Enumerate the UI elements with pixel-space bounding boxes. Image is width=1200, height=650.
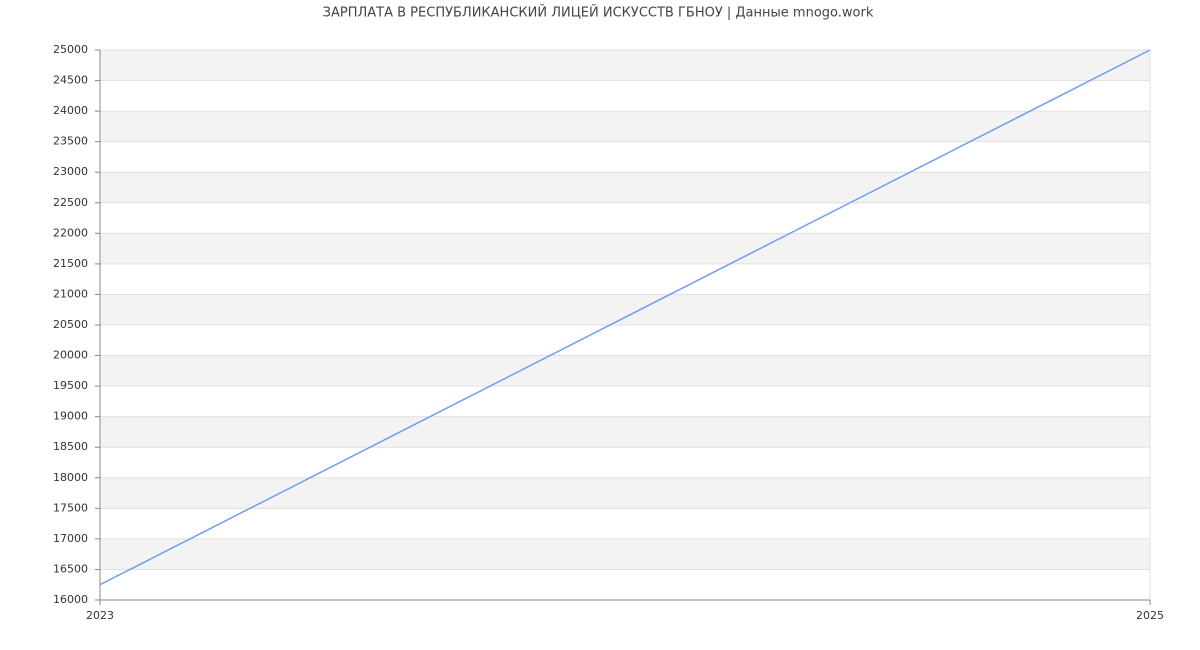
grid-band <box>100 172 1150 203</box>
y-tick-label: 19000 <box>53 410 88 423</box>
y-tick-label: 17500 <box>53 501 88 514</box>
y-tick-label: 22000 <box>53 226 88 239</box>
y-tick-label: 20500 <box>53 318 88 331</box>
y-tick-label: 21500 <box>53 257 88 270</box>
grid-band <box>100 477 1150 509</box>
y-tick-label: 18500 <box>53 440 88 453</box>
y-tick-label: 22500 <box>53 196 88 209</box>
y-tick-label: 23000 <box>53 165 88 178</box>
y-tick-label: 17000 <box>53 532 88 545</box>
x-tick-label: 2023 <box>86 609 114 622</box>
y-tick-label: 23500 <box>53 135 88 148</box>
y-tick-label: 19500 <box>53 379 88 392</box>
chart-title: ЗАРПЛАТА В РЕСПУБЛИКАНСКИЙ ЛИЦЕЙ ИСКУССТ… <box>323 5 874 21</box>
y-tick-label: 16500 <box>53 562 88 575</box>
line <box>99 49 1151 586</box>
grid-band <box>100 538 1150 570</box>
grid-band <box>100 294 1150 325</box>
y-tick-label: 16000 <box>53 593 88 606</box>
grid-band <box>100 355 1150 387</box>
y-tick-label: 25000 <box>53 43 88 56</box>
grid-band <box>100 233 1150 264</box>
y-tick-label: 21000 <box>53 287 88 300</box>
x-tick-label: 2025 <box>1136 609 1164 622</box>
grid-band <box>100 111 1150 142</box>
y-tick-label: 18000 <box>53 471 88 484</box>
y-tick-label: 24000 <box>53 104 88 117</box>
grid-band <box>100 416 1150 448</box>
grid-band <box>100 50 1150 81</box>
y-tick-label: 24500 <box>53 74 88 87</box>
y-tick-label: 20000 <box>53 349 88 362</box>
